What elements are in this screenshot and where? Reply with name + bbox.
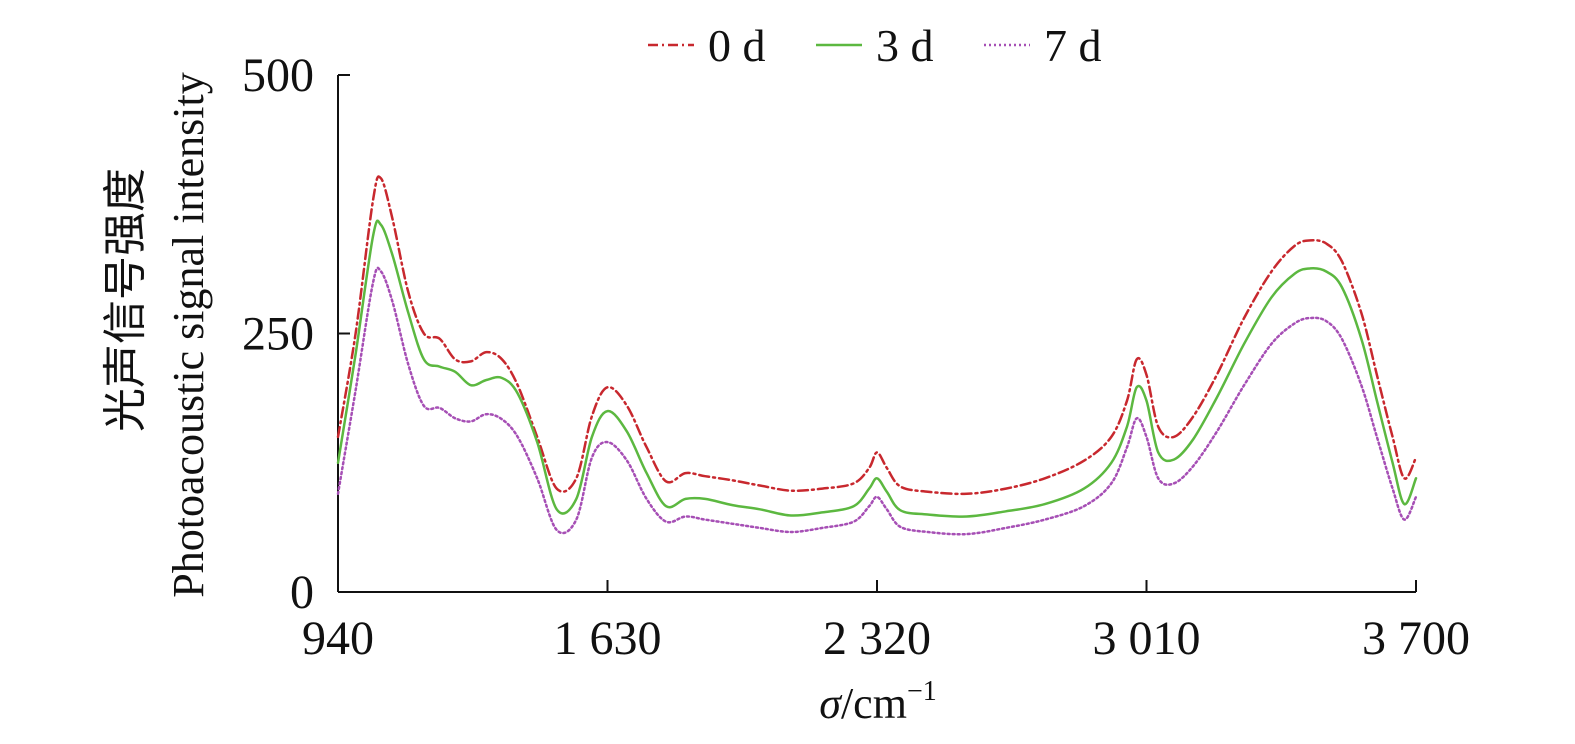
y-tick-label: 500 xyxy=(242,49,314,102)
x-axis-symbol: σ xyxy=(819,679,843,728)
x-axis-title: σ/cm−1 xyxy=(819,676,936,728)
x-axis-unit: /cm xyxy=(841,679,907,728)
y-axis-title-en: Photoacoustic signal intensity xyxy=(164,72,213,598)
x-tick-label: 940 xyxy=(302,612,374,665)
series-layer xyxy=(336,175,1418,536)
x-tick-label: 3 010 xyxy=(1093,612,1201,665)
legend-label: 0 d xyxy=(708,20,766,71)
legend-item-3d: 3 d xyxy=(816,20,934,71)
axes xyxy=(337,75,1416,593)
y-axis-title-zh: 光声信号强度 xyxy=(101,168,150,432)
legend-label: 3 d xyxy=(876,20,934,71)
x-tick-label: 1 630 xyxy=(554,612,662,665)
y-tick-label: 0 xyxy=(290,566,314,619)
legend-item-0d: 0 d xyxy=(648,20,766,71)
tick-labels: 940 1 630 2 320 3 010 3 700 0 250 500 xyxy=(242,49,1470,665)
x-tick-label: 3 700 xyxy=(1362,612,1470,665)
x-axis-exponent: −1 xyxy=(907,676,937,707)
series-line-3d xyxy=(336,219,1418,518)
y-tick-label: 250 xyxy=(242,308,314,361)
x-tick-label: 2 320 xyxy=(823,612,931,665)
legend: 0 d 3 d 7 d xyxy=(648,20,1102,71)
legend-label: 7 d xyxy=(1044,20,1102,71)
legend-item-7d: 7 d xyxy=(984,20,1102,71)
tick-marks xyxy=(337,74,1417,593)
series-line-0d xyxy=(336,175,1418,496)
series-line-7d xyxy=(336,266,1418,536)
